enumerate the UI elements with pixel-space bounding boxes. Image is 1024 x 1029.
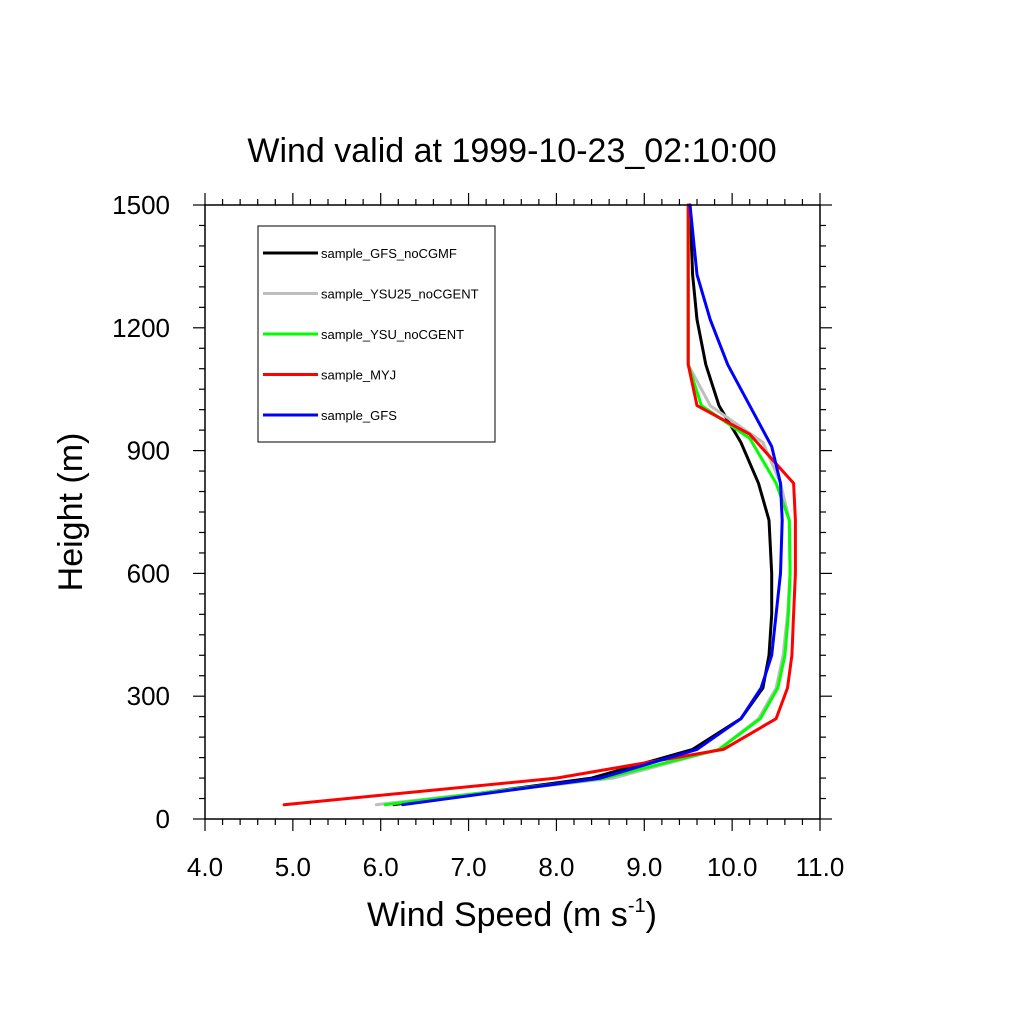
axes: 4.0 5.0 6.0 7.0 8.0 9.0 10.0 11.0 0 300 600 900 1200…: [112, 190, 844, 882]
x-tick-label: 4.0: [187, 852, 223, 882]
y-tick-label: 600: [127, 558, 170, 588]
legend-label-3: sample_MYJ: [321, 368, 396, 383]
x-axis-label-suffix: ): [646, 896, 657, 934]
legend: sample_GFS_noCGMF sample_YSU25_noCGENTsam…: [257, 225, 496, 443]
legend-label-1: sample_YSU25_noCGENT: [321, 287, 479, 302]
x-axis-label-main: Wind Speed (m s: [367, 896, 628, 934]
series-line-3: [282, 203, 797, 807]
y-tick-label: 0: [156, 804, 170, 834]
legend-label-4: sample_GFS: [321, 408, 397, 423]
x-tick-label: 10.0: [707, 852, 758, 882]
x-axis-label: Wind Speed (m s-1): [367, 895, 657, 934]
y-tick-label: 1200: [112, 313, 170, 343]
y-axis-label: Height (m): [52, 433, 90, 592]
x-tick-label: 6.0: [363, 852, 399, 882]
x-tick-label: 9.0: [626, 852, 662, 882]
y-tick-label: 900: [127, 436, 170, 466]
x-tick-label: 7.0: [450, 852, 486, 882]
y-tick-label: 1500: [112, 190, 170, 220]
x-tick-label: 5.0: [275, 852, 311, 882]
series-lines: [282, 203, 797, 807]
x-tick-label: 8.0: [538, 852, 574, 882]
chart-title: Wind valid at 1999-10-23_02:10:00: [247, 132, 776, 170]
legend-label-2: sample_YSU_noCGENT: [321, 327, 464, 342]
legend-label-0: sample_GFS_noCGMF: [321, 246, 457, 261]
series-line-4: [401, 203, 784, 807]
y-tick-label: 300: [127, 681, 170, 711]
x-tick-label: 11.0: [796, 852, 845, 882]
x-axis-label-superscript: -1: [628, 895, 646, 917]
